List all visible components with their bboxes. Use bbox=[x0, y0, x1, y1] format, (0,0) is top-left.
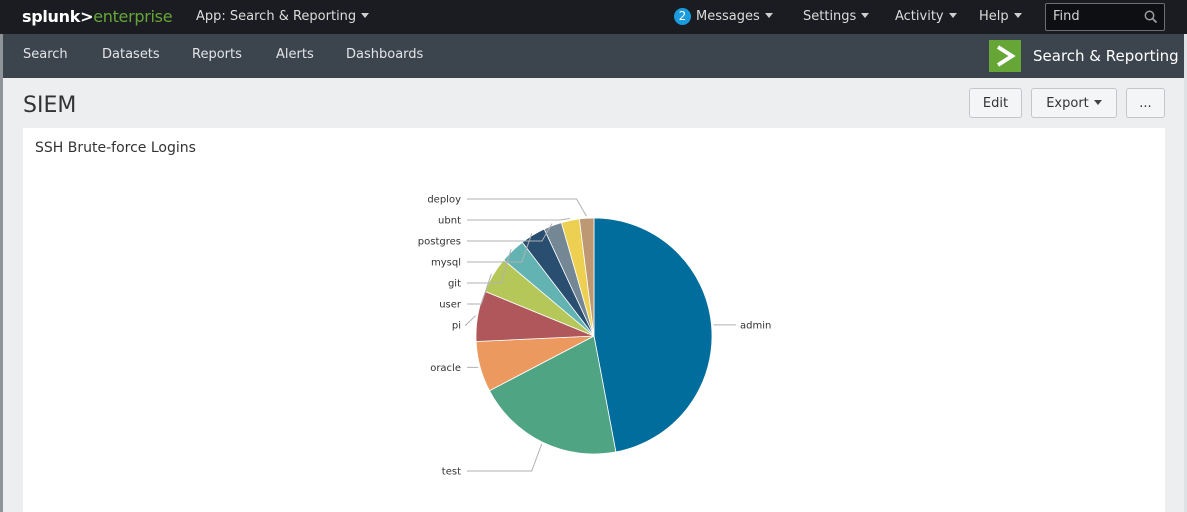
app-logo-icon bbox=[989, 40, 1021, 72]
app-title: Search & Reporting bbox=[1033, 47, 1179, 65]
more-button[interactable]: ... bbox=[1126, 88, 1165, 118]
settings-label: Settings bbox=[803, 9, 857, 24]
panel-title: SSH Brute-force Logins bbox=[35, 140, 196, 156]
pie-slice-test[interactable] bbox=[488, 335, 617, 455]
pie-leader-line bbox=[464, 315, 477, 326]
nav-datasets[interactable]: Datasets bbox=[102, 47, 160, 62]
nav-reports[interactable]: Reports bbox=[192, 47, 242, 62]
nav-search[interactable]: Search bbox=[23, 47, 68, 62]
chevron-down-icon bbox=[1093, 100, 1102, 105]
help-menu[interactable]: Help bbox=[979, 9, 1022, 24]
pie-label-deploy: deploy bbox=[427, 195, 461, 206]
pie-leader-line bbox=[467, 443, 543, 472]
pie-leader-line bbox=[467, 217, 570, 221]
pie-leader-line bbox=[467, 198, 587, 217]
messages-label: Messages bbox=[696, 9, 760, 24]
app-bar: Search Datasets Reports Alerts Dashboard… bbox=[3, 34, 1184, 78]
left-edge bbox=[0, 34, 3, 512]
pie-label-oracle: oracle bbox=[430, 363, 461, 374]
nav-dashboards[interactable]: Dashboards bbox=[346, 47, 424, 62]
chevron-down-icon bbox=[948, 13, 957, 18]
find-box bbox=[1045, 3, 1165, 31]
messages-menu[interactable]: 2 Messages bbox=[674, 8, 773, 25]
activity-label: Activity bbox=[895, 9, 944, 24]
find-input[interactable] bbox=[1053, 8, 1143, 24]
app-menu[interactable]: App: Search & Reporting bbox=[196, 9, 370, 24]
pie-slice-admin[interactable] bbox=[593, 217, 713, 453]
splunk-logo[interactable]: splunk>enterprise bbox=[22, 7, 173, 26]
activity-menu[interactable]: Activity bbox=[895, 9, 957, 24]
export-button[interactable]: Export bbox=[1031, 88, 1117, 118]
chevron-down-icon bbox=[861, 13, 870, 18]
nav-alerts[interactable]: Alerts bbox=[276, 47, 314, 62]
right-edge bbox=[1184, 34, 1187, 512]
pie-label-user: user bbox=[439, 300, 462, 311]
settings-menu[interactable]: Settings bbox=[803, 9, 870, 24]
help-label: Help bbox=[979, 9, 1009, 24]
app-menu-label: App: Search & Reporting bbox=[196, 9, 357, 24]
chevron-down-icon bbox=[764, 13, 773, 18]
pie-label-postgres: postgres bbox=[418, 237, 461, 248]
top-bar: splunk>enterprise App: Search & Reportin… bbox=[0, 0, 1187, 34]
pie-leader-line bbox=[467, 249, 512, 284]
edit-button[interactable]: Edit bbox=[969, 88, 1022, 118]
search-icon[interactable] bbox=[1144, 10, 1158, 24]
pie-label-mysql: mysql bbox=[431, 258, 461, 269]
pie-leader-line bbox=[467, 273, 492, 305]
dashboard-panel: SSH Brute-force Logins admin test oracle pi… bbox=[23, 128, 1165, 512]
chevron-down-icon bbox=[361, 13, 370, 18]
messages-count-badge: 2 bbox=[674, 8, 691, 25]
pie-label-pi: pi bbox=[452, 321, 461, 332]
export-label: Export bbox=[1046, 96, 1089, 111]
logo-secondary: enterprise bbox=[93, 7, 173, 26]
pie-label-ubnt: ubnt bbox=[438, 216, 461, 227]
chevron-down-icon bbox=[1013, 13, 1022, 18]
pie-chart: admin test oracle pi user git mysql postgres ubn… bbox=[418, 195, 772, 478]
logo-primary: splunk> bbox=[22, 7, 94, 26]
page-title: SIEM bbox=[23, 93, 77, 118]
pie-leader-line bbox=[467, 223, 553, 242]
pie-label-admin: admin bbox=[740, 320, 771, 331]
pie-label-test: test bbox=[442, 467, 461, 478]
pie-slice-deploy[interactable] bbox=[578, 217, 595, 337]
pie-label-git: git bbox=[448, 279, 461, 290]
pie-leader-line bbox=[467, 233, 533, 263]
